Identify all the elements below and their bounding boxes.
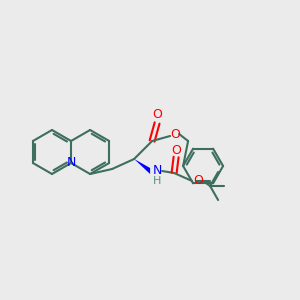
Text: N: N [66,157,76,169]
Polygon shape [134,159,150,174]
Text: O: O [193,175,203,188]
Text: N: N [152,164,162,178]
Text: O: O [170,128,180,140]
Text: O: O [152,109,162,122]
Text: H: H [153,176,161,186]
Text: O: O [171,143,181,157]
